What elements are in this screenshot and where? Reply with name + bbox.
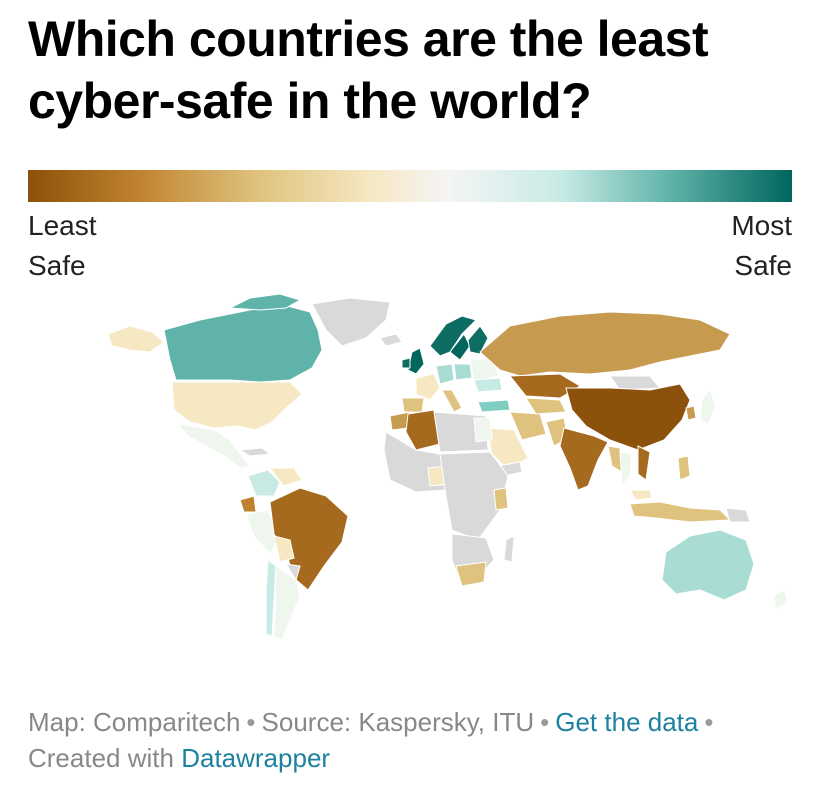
source-credit: Source: Kaspersky, ITU [261, 707, 535, 737]
region-madagascar[interactable] [503, 535, 515, 563]
region-usa[interactable] [171, 381, 303, 431]
legend-right-line2: Safe [734, 250, 792, 281]
region-norway[interactable] [429, 315, 477, 357]
chart-title: Which countries are the least cyber-safe… [28, 11, 709, 129]
region-myanmar[interactable] [607, 445, 623, 473]
region-spain[interactable] [401, 397, 425, 413]
region-south-africa[interactable] [455, 561, 487, 587]
region-canada-islands[interactable] [228, 293, 302, 311]
get-the-data-link[interactable]: Get the data [555, 707, 699, 737]
region-china[interactable] [565, 383, 691, 451]
region-argentina[interactable] [273, 565, 301, 641]
region-colombia[interactable] [247, 469, 281, 497]
region-new-zealand[interactable] [773, 589, 789, 611]
datawrapper-link[interactable]: Datawrapper [181, 743, 331, 773]
legend-most-safe-label: Most Safe [731, 206, 792, 286]
region-venezuela[interactable] [268, 467, 303, 487]
region-algeria[interactable] [405, 409, 441, 451]
map-credit: Map: Comparitech [28, 707, 241, 737]
region-italy[interactable] [441, 389, 463, 413]
region-egypt[interactable] [473, 417, 493, 443]
separator: • [704, 707, 714, 737]
region-finland[interactable] [467, 325, 489, 355]
region-korea[interactable] [685, 405, 697, 421]
region-ecuador[interactable] [239, 495, 257, 513]
legend-least-safe-label: Least Safe [28, 206, 97, 286]
region-japan[interactable] [699, 389, 717, 425]
region-australia[interactable] [661, 529, 755, 601]
region-vietnam[interactable] [637, 445, 651, 481]
region-turkey[interactable] [477, 399, 511, 413]
region-iran[interactable] [509, 411, 547, 441]
region-poland[interactable] [453, 363, 473, 381]
region-russia[interactable] [479, 311, 731, 377]
legend-left-line2: Safe [28, 250, 86, 281]
region-central-africa[interactable] [439, 451, 509, 541]
separator: • [540, 707, 550, 737]
world-choropleth-map [107, 293, 789, 641]
region-philippines[interactable] [677, 455, 691, 481]
region-kenya[interactable] [493, 487, 509, 511]
region-eastern-europe[interactable] [469, 357, 499, 383]
region-mexico[interactable] [176, 423, 251, 469]
region-indonesia[interactable] [629, 501, 732, 523]
region-paraguay[interactable] [285, 563, 301, 582]
created-with-label: Created with [28, 743, 174, 773]
region-thailand[interactable] [619, 451, 633, 488]
region-peru[interactable] [245, 509, 281, 555]
chart-footer: Map: Comparitech • Source: Kaspersky, ITU •… [28, 704, 808, 776]
region-central-asia[interactable] [525, 397, 567, 415]
region-iceland[interactable] [379, 333, 403, 347]
region-bolivia[interactable] [273, 535, 295, 563]
region-papua[interactable] [725, 507, 751, 523]
region-cuba[interactable] [238, 447, 272, 457]
region-greenland[interactable] [311, 297, 391, 347]
legend-left-line1: Least [28, 210, 97, 241]
region-malaysia[interactable] [629, 489, 653, 501]
region-india[interactable] [559, 427, 609, 491]
region-canada[interactable] [163, 303, 323, 383]
legend-right-line1: Most [731, 210, 792, 241]
region-chile[interactable] [265, 559, 277, 637]
region-france[interactable] [415, 373, 441, 401]
region-ukraine[interactable] [473, 377, 503, 393]
region-alaska[interactable] [107, 325, 165, 353]
region-ireland[interactable] [401, 357, 411, 369]
region-germany[interactable] [435, 363, 455, 385]
separator: • [246, 707, 256, 737]
color-legend-bar [28, 170, 792, 202]
